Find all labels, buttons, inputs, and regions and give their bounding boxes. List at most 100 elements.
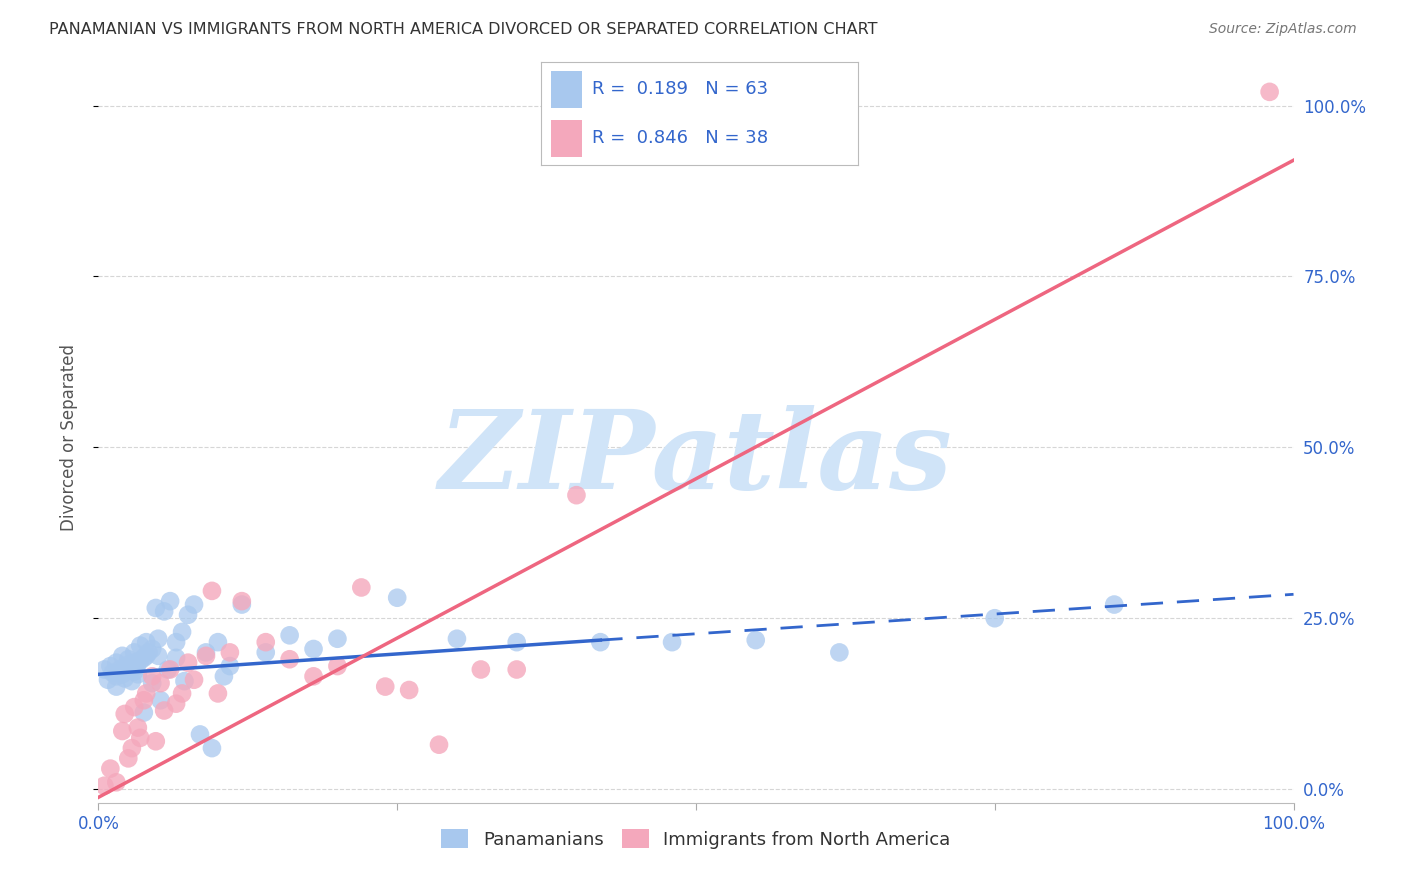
Point <box>149 676 172 690</box>
Point <box>141 642 163 657</box>
Point <box>156 663 179 677</box>
Point <box>121 663 143 677</box>
Point <box>111 667 134 681</box>
Point <box>506 635 529 649</box>
Point <box>129 731 152 745</box>
Point <box>984 611 1007 625</box>
Point <box>153 604 176 618</box>
Point <box>114 660 136 674</box>
Point <box>121 674 143 689</box>
Point <box>302 642 325 657</box>
Point <box>278 628 301 642</box>
Point <box>135 648 157 663</box>
Point <box>350 581 373 595</box>
Point <box>129 639 152 653</box>
Point <box>117 751 139 765</box>
Bar <box>551 70 582 108</box>
Point <box>172 686 194 700</box>
Point <box>127 721 149 735</box>
Y-axis label: Divorced or Separated: Divorced or Separated <box>59 343 77 531</box>
Point <box>98 762 122 776</box>
Point <box>589 635 612 649</box>
Point <box>145 734 167 748</box>
Point <box>1258 85 1281 99</box>
Point <box>124 656 146 670</box>
Text: PANAMANIAN VS IMMIGRANTS FROM NORTH AMERICA DIVORCED OR SEPARATED CORRELATION CH: PANAMANIAN VS IMMIGRANTS FROM NORTH AMER… <box>49 22 877 37</box>
Point <box>745 633 768 648</box>
Point <box>159 663 181 677</box>
Point <box>173 674 195 689</box>
Point <box>183 673 205 687</box>
Point <box>201 583 224 598</box>
Point <box>114 706 136 721</box>
Point <box>470 663 492 677</box>
Point <box>183 598 205 612</box>
Point <box>141 676 163 690</box>
Point <box>98 659 122 673</box>
Point <box>1104 598 1126 612</box>
Point <box>114 672 136 686</box>
Bar <box>551 120 582 157</box>
Point <box>141 669 163 683</box>
Point <box>231 594 253 608</box>
Point <box>117 652 139 666</box>
Point <box>132 651 155 665</box>
Point <box>661 635 683 649</box>
Point <box>385 591 409 605</box>
Point <box>108 663 131 677</box>
Point <box>254 645 277 659</box>
Point <box>398 683 420 698</box>
Point <box>326 659 349 673</box>
Point <box>219 659 242 673</box>
Point <box>302 669 325 683</box>
Point <box>124 700 146 714</box>
Point <box>177 656 200 670</box>
Point <box>278 652 301 666</box>
Point <box>97 673 120 687</box>
Point <box>326 632 349 646</box>
Text: Source: ZipAtlas.com: Source: ZipAtlas.com <box>1209 22 1357 37</box>
Text: ZIPatlas: ZIPatlas <box>439 405 953 513</box>
Point <box>124 645 146 659</box>
Point <box>105 775 128 789</box>
Point <box>231 598 253 612</box>
Point <box>212 669 235 683</box>
Point <box>125 659 148 673</box>
Point <box>219 645 242 659</box>
Point <box>127 667 149 681</box>
Text: R =  0.189   N = 63: R = 0.189 N = 63 <box>592 80 768 98</box>
Point <box>828 645 851 659</box>
Point <box>188 727 211 741</box>
Text: R =  0.846   N = 38: R = 0.846 N = 38 <box>592 129 768 147</box>
Point <box>145 601 167 615</box>
Point <box>105 669 128 683</box>
Point <box>195 648 218 663</box>
Point <box>124 665 146 679</box>
Point <box>121 741 143 756</box>
Point <box>132 693 155 707</box>
Point <box>565 488 588 502</box>
Point <box>506 663 529 677</box>
Point <box>446 632 468 646</box>
Point <box>135 686 157 700</box>
Point <box>93 663 115 677</box>
Point <box>129 654 152 668</box>
Point <box>105 656 128 670</box>
Point <box>135 635 157 649</box>
Point <box>374 680 396 694</box>
Point <box>93 779 115 793</box>
Point <box>427 738 450 752</box>
Point <box>195 645 218 659</box>
Point <box>111 648 134 663</box>
Point <box>111 724 134 739</box>
Point <box>207 686 229 700</box>
Point <box>165 651 187 665</box>
Point <box>172 624 194 639</box>
Point <box>177 607 200 622</box>
Point <box>165 635 187 649</box>
Point <box>153 704 176 718</box>
Point <box>201 741 224 756</box>
Point <box>207 635 229 649</box>
Point <box>149 693 172 707</box>
Point <box>254 635 277 649</box>
